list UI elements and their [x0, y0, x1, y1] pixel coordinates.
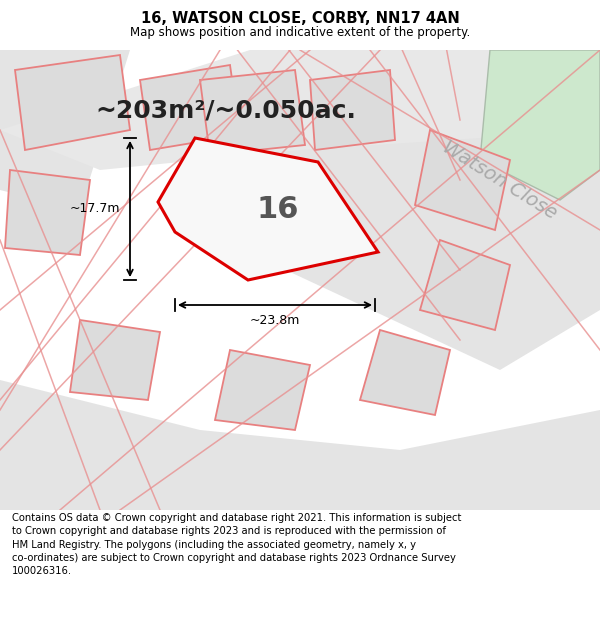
Polygon shape	[0, 50, 130, 210]
Polygon shape	[70, 320, 160, 400]
Polygon shape	[140, 65, 240, 150]
Polygon shape	[215, 350, 310, 430]
Polygon shape	[0, 50, 600, 170]
Polygon shape	[200, 50, 600, 370]
Polygon shape	[310, 70, 395, 150]
Text: 16: 16	[257, 196, 299, 224]
Polygon shape	[480, 50, 600, 200]
Text: Watson Close: Watson Close	[439, 137, 561, 223]
Text: ~23.8m: ~23.8m	[250, 314, 300, 327]
Polygon shape	[200, 70, 305, 155]
Polygon shape	[158, 138, 378, 280]
Polygon shape	[360, 330, 450, 415]
Text: 16, WATSON CLOSE, CORBY, NN17 4AN: 16, WATSON CLOSE, CORBY, NN17 4AN	[140, 11, 460, 26]
Polygon shape	[0, 380, 600, 510]
Polygon shape	[5, 170, 90, 255]
Text: Contains OS data © Crown copyright and database right 2021. This information is : Contains OS data © Crown copyright and d…	[12, 513, 461, 576]
Polygon shape	[15, 55, 130, 150]
Polygon shape	[415, 130, 510, 230]
Text: ~203m²/~0.050ac.: ~203m²/~0.050ac.	[95, 98, 356, 122]
Text: ~17.7m: ~17.7m	[70, 202, 120, 216]
Polygon shape	[420, 240, 510, 330]
Text: Map shows position and indicative extent of the property.: Map shows position and indicative extent…	[130, 26, 470, 39]
